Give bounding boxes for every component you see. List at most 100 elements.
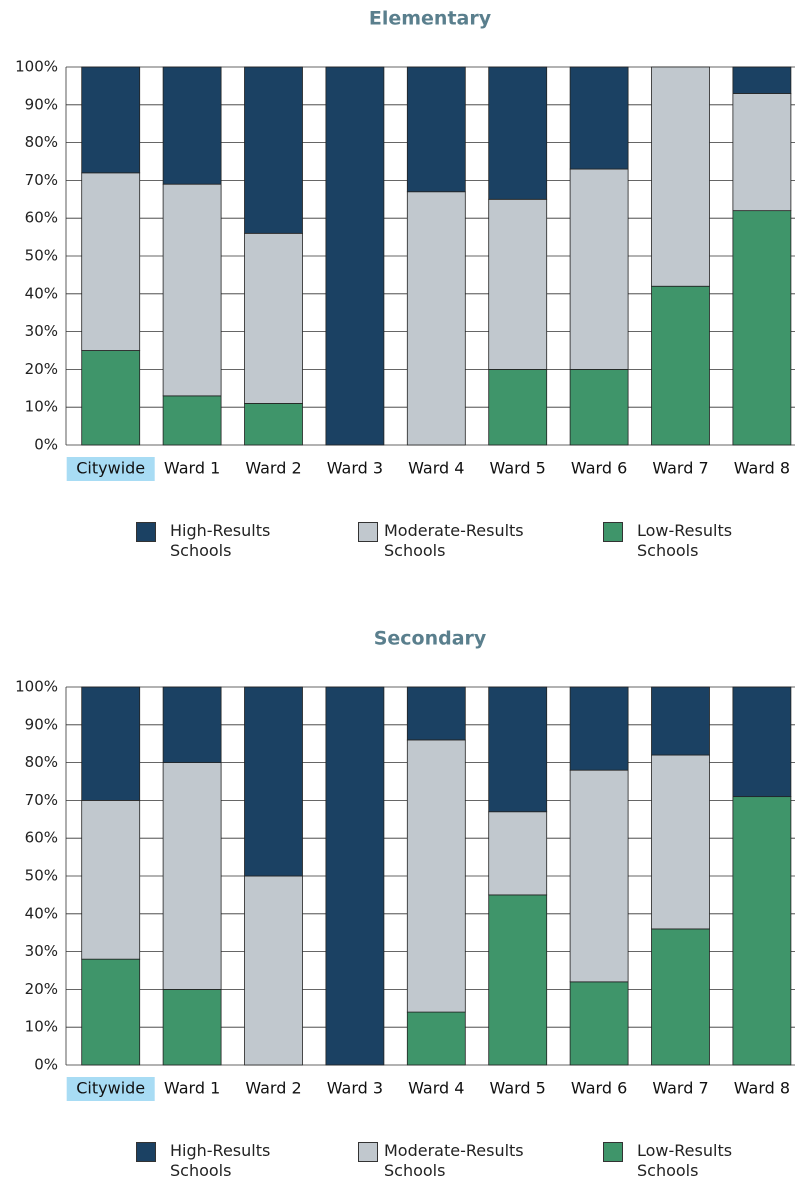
bar-segment: [244, 403, 303, 446]
legend-swatch: [603, 522, 623, 542]
legend-label: Low-Results Schools: [637, 1141, 733, 1180]
x-tick-label: Citywide: [76, 1079, 145, 1098]
bar-segment: [406, 66, 466, 193]
bar-segment: [569, 769, 629, 983]
x-tick-label: Ward 5: [490, 459, 546, 478]
legend-label: High-Results Schools: [170, 521, 271, 560]
x-tick-label: Ward 8: [734, 459, 790, 478]
bar-segment: [162, 762, 222, 990]
bar-segment: [569, 168, 629, 370]
bar-segment: [244, 232, 303, 404]
y-tick-label: 60%: [25, 829, 58, 847]
y-tick-label: 50%: [25, 247, 58, 265]
bar-segment: [651, 928, 710, 1066]
x-tick-label: Ward 5: [490, 1079, 546, 1098]
bar-segment: [162, 686, 222, 763]
bar-segment: [81, 686, 141, 801]
x-tick-label: Ward 4: [408, 459, 464, 478]
y-tick-label: 90%: [25, 715, 58, 733]
bar-segment: [162, 989, 222, 1066]
bar-segment: [732, 210, 792, 446]
bar-segment: [406, 686, 466, 741]
bar-segment: [325, 66, 385, 446]
bar-segment: [651, 66, 710, 287]
bar-segment: [651, 686, 710, 756]
bar-segment: [651, 754, 710, 930]
y-tick-label: 40%: [25, 904, 58, 922]
y-tick-label: 20%: [25, 360, 58, 378]
x-tick-label: Ward 7: [652, 1079, 708, 1098]
legend-swatch: [603, 1142, 623, 1162]
bar-segment: [488, 368, 548, 446]
bar-segment: [488, 198, 548, 370]
chart-title: Secondary: [374, 628, 487, 650]
y-tick-label: 0%: [34, 1056, 58, 1074]
chart-title: Elementary: [369, 8, 492, 30]
x-tick-label: Ward 8: [734, 1079, 790, 1098]
x-tick-label: Citywide: [76, 459, 145, 478]
bar-segment: [732, 93, 792, 212]
x-tick-label: Ward 7: [652, 459, 708, 478]
y-tick-label: 40%: [25, 284, 58, 302]
x-tick-label: Ward 3: [327, 1079, 383, 1098]
bar-segment: [569, 368, 629, 446]
legend-label: High-Results Schools: [170, 1141, 271, 1180]
bar-segment: [732, 686, 792, 798]
category-highlight: [66, 457, 155, 481]
y-tick-label: 30%: [25, 322, 58, 340]
bar-segment: [488, 66, 548, 200]
bar-segment: [732, 66, 792, 94]
bar-segment: [488, 894, 548, 1066]
x-tick-label: Ward 1: [164, 1079, 220, 1098]
bar-segment: [244, 66, 303, 234]
y-tick-label: 70%: [25, 171, 58, 189]
legend-swatch: [358, 1142, 378, 1162]
x-tick-label: Ward 1: [164, 459, 220, 478]
x-tick-label: Ward 3: [327, 459, 383, 478]
y-tick-label: 100%: [15, 678, 58, 696]
y-tick-label: 90%: [25, 95, 58, 113]
bar-segment: [81, 800, 141, 960]
x-tick-label: Ward 6: [571, 1079, 627, 1098]
category-highlight: [66, 1077, 155, 1101]
legend-label: Moderate-Results Schools: [384, 521, 524, 560]
legend-label: Moderate-Results Schools: [384, 1141, 524, 1180]
bar-segment: [325, 686, 385, 1066]
bar-segment: [569, 981, 629, 1066]
y-tick-label: 10%: [25, 1018, 58, 1036]
bar-segment: [244, 686, 303, 877]
legend-label: Low-Results Schools: [637, 521, 733, 560]
x-tick-label: Ward 2: [245, 1079, 301, 1098]
legend-swatch: [358, 522, 378, 542]
bar-segment: [162, 183, 222, 397]
bar-segment: [244, 875, 303, 1066]
legend-swatch: [136, 522, 156, 542]
bar-segment: [406, 739, 466, 1013]
bar-segment: [81, 66, 141, 174]
y-tick-label: 30%: [25, 942, 58, 960]
y-tick-label: 0%: [34, 436, 58, 454]
bar-segment: [406, 1011, 466, 1066]
y-tick-label: 10%: [25, 398, 58, 416]
y-tick-label: 60%: [25, 209, 58, 227]
bar-segment: [569, 686, 629, 771]
y-tick-label: 70%: [25, 791, 58, 809]
y-tick-label: 80%: [25, 753, 58, 771]
y-tick-label: 50%: [25, 867, 58, 885]
bar-segment: [81, 172, 141, 351]
bar-segment: [488, 686, 548, 813]
y-tick-label: 80%: [25, 133, 58, 151]
x-tick-label: Ward 6: [571, 459, 627, 478]
y-tick-label: 20%: [25, 980, 58, 998]
bar-segment: [162, 66, 222, 185]
bar-segment: [162, 395, 222, 446]
bar-segment: [488, 811, 548, 896]
bar-segment: [651, 285, 710, 446]
legend-swatch: [136, 1142, 156, 1162]
bar-segment: [81, 350, 141, 446]
bar-segment: [569, 66, 629, 170]
bar-segment: [406, 191, 466, 446]
bar-segment: [81, 958, 141, 1066]
